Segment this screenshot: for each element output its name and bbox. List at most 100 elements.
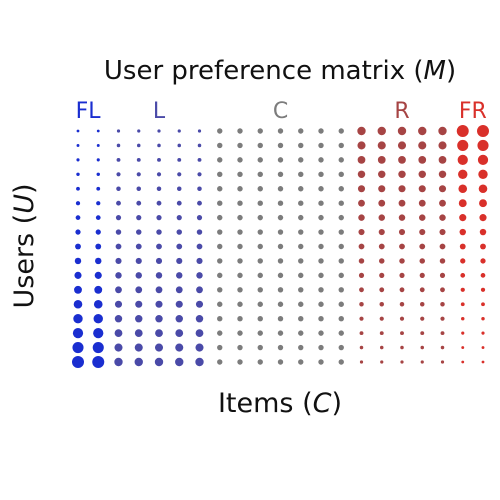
matrix-dot-c	[257, 128, 263, 134]
matrix-dot-c	[318, 243, 324, 250]
group-label-l: L	[153, 99, 166, 124]
matrix-dot-c	[298, 315, 304, 322]
matrix-dot-l	[175, 357, 184, 367]
matrix-dot-c	[277, 287, 284, 293]
matrix-dot-c	[338, 258, 344, 264]
matrix-dot-c	[237, 142, 243, 149]
matrix-dot-r	[397, 126, 407, 136]
matrix-dot-c	[298, 258, 304, 264]
matrix-dot-r	[440, 316, 445, 321]
matrix-dot-c	[277, 315, 284, 322]
matrix-dot-l	[155, 257, 163, 264]
matrix-dot-l	[196, 257, 203, 264]
matrix-dot-c	[298, 301, 304, 307]
matrix-dot-c	[217, 171, 223, 178]
matrix-dot-c	[277, 301, 284, 307]
matrix-dot-r	[420, 302, 425, 307]
matrix-dot-fl	[96, 158, 100, 162]
matrix-dot-l	[177, 172, 182, 177]
matrix-dot-l	[176, 215, 182, 221]
matrix-dot-c	[217, 359, 223, 365]
matrix-dot-c	[318, 330, 324, 336]
matrix-dot-l	[197, 200, 202, 206]
matrix-dot-r	[359, 360, 364, 364]
matrix-dot-r	[419, 229, 426, 236]
matrix-dot-r	[438, 156, 447, 164]
matrix-dot-c	[217, 315, 223, 322]
matrix-dot-l	[115, 229, 122, 235]
matrix-dot-l	[177, 157, 182, 162]
matrix-dot-l	[175, 329, 184, 338]
matrix-dot-l	[114, 300, 123, 308]
matrix-dot-c	[338, 214, 344, 221]
matrix-dot-fl	[93, 299, 103, 309]
matrix-dot-c	[217, 243, 223, 250]
matrix-dot-c	[318, 359, 324, 365]
matrix-dot-l	[196, 286, 203, 294]
matrix-dot-fl	[95, 215, 101, 220]
matrix-dot-r	[379, 316, 384, 321]
matrix-dot-l	[115, 257, 122, 264]
matrix-dot-r	[418, 170, 426, 179]
matrix-dot-c	[338, 330, 344, 336]
matrix-dot-l	[196, 272, 203, 279]
matrix-dot-c	[257, 359, 263, 365]
matrix-dot-c	[257, 344, 263, 351]
matrix-dot-l	[175, 343, 184, 352]
matrix-dot-r	[359, 331, 364, 336]
matrix-dot-c	[338, 243, 344, 250]
group-label-fl: FL	[76, 99, 102, 124]
matrix-dot-r	[418, 141, 427, 150]
matrix-dot-r	[379, 331, 384, 336]
matrix-dot-r	[438, 126, 447, 136]
matrix-dot-fr	[477, 125, 489, 137]
matrix-dot-c	[257, 301, 263, 307]
matrix-dot-c	[298, 344, 304, 351]
matrix-dot-r	[379, 258, 385, 264]
matrix-dot-c	[277, 330, 284, 336]
group-label-c: C	[273, 99, 288, 124]
matrix-dot-fl	[72, 328, 84, 339]
matrix-dot-l	[175, 314, 183, 323]
matrix-dot-l	[114, 329, 123, 338]
matrix-dot-c	[298, 200, 304, 206]
matrix-dot-l	[115, 272, 122, 279]
matrix-dot-l	[195, 329, 204, 338]
matrix-dot-fl	[76, 143, 80, 147]
matrix-dot-fr	[461, 316, 465, 321]
matrix-dot-c	[338, 200, 344, 206]
matrix-dot-c	[318, 142, 324, 149]
matrix-dot-c	[217, 157, 223, 163]
matrix-dot-l	[157, 157, 161, 162]
matrix-dot-c	[277, 359, 284, 365]
matrix-dot-r	[379, 272, 385, 278]
matrix-dot-c	[237, 330, 243, 336]
matrix-dot-l	[154, 343, 164, 352]
matrix-dot-fr	[457, 154, 468, 166]
matrix-dot-fr	[456, 125, 469, 137]
matrix-dot-r	[439, 214, 446, 221]
matrix-dot-l	[196, 229, 203, 235]
matrix-dot-c	[217, 214, 223, 221]
matrix-dot-l	[176, 272, 183, 279]
matrix-dot-c	[338, 301, 344, 307]
matrix-dot-c	[338, 272, 344, 279]
matrix-dot-c	[338, 186, 344, 192]
matrix-dot-l	[114, 314, 123, 323]
matrix-dot-r	[397, 141, 407, 150]
matrix-dot-c	[298, 272, 304, 279]
matrix-dot-fl	[76, 172, 80, 177]
matrix-dot-c	[237, 287, 243, 293]
matrix-dot-r	[399, 272, 405, 278]
matrix-dot-r	[419, 214, 426, 221]
matrix-dot-c	[338, 287, 344, 293]
matrix-dot-c	[257, 186, 263, 192]
matrix-dot-fl	[76, 186, 80, 191]
matrix-dot-c	[338, 315, 344, 322]
matrix-dot-l	[116, 143, 121, 148]
matrix-dot-l	[136, 215, 142, 221]
matrix-dot-c	[277, 200, 284, 206]
matrix-dot-c	[217, 128, 223, 134]
matrix-dot-c	[237, 272, 243, 279]
